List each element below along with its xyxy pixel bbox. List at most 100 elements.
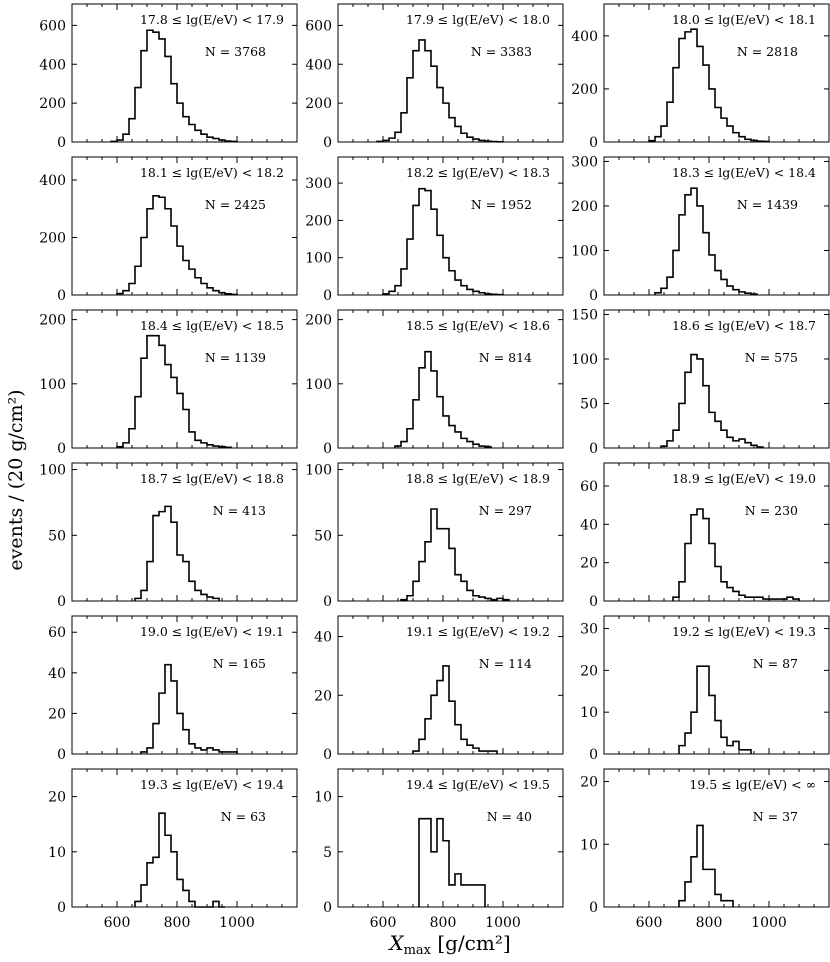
energy-bin-label: 19.5 ≤ lg(E/eV) < ∞ xyxy=(689,777,816,792)
panel-frame xyxy=(71,156,298,296)
histogram-steps xyxy=(110,29,238,143)
histogram-panel: 0 20 40 60 18.9 ≤ lg(E/eV) < 19.0 N = 230 xyxy=(580,462,830,610)
panel-frame xyxy=(71,768,298,908)
y-tick-label: 20 xyxy=(580,775,598,791)
y-tick-label: 20 xyxy=(580,663,598,679)
y-tick-label: 50 xyxy=(314,528,332,544)
histogram-steps xyxy=(140,663,238,754)
y-tick-label: 200 xyxy=(305,213,332,229)
histogram-panel: 0 20 40 19.1 ≤ lg(E/eV) < 19.2 N = 114 xyxy=(314,615,564,763)
event-count-label: N = 814 xyxy=(479,350,532,365)
y-tick-label: 0 xyxy=(323,135,332,151)
y-tick-label: 200 xyxy=(305,96,332,112)
y-tick-label: 400 xyxy=(305,57,332,73)
y-tick-label: 20 xyxy=(314,688,332,704)
y-tick-label: 50 xyxy=(580,396,598,412)
histogram-panel: 0 100 200 300 18.2 ≤ lg(E/eV) < 18.3 N = 1952 xyxy=(305,156,564,304)
y-tick-label: 60 xyxy=(48,625,66,641)
energy-bin-label: 19.1 ≤ lg(E/eV) < 19.2 xyxy=(406,624,550,639)
energy-bin-label: 19.2 ≤ lg(E/eV) < 19.3 xyxy=(672,624,816,639)
y-tick-label: 0 xyxy=(57,900,66,916)
event-count-label: N = 114 xyxy=(479,656,532,671)
event-count-label: N = 87 xyxy=(753,656,798,671)
energy-bin-label: 18.3 ≤ lg(E/eV) < 18.4 xyxy=(672,165,816,180)
histogram-panel: 0 200 400 600 17.8 ≤ lg(E/eV) < 17.9 N = 3768 xyxy=(39,3,298,151)
energy-bin-label: 18.0 ≤ lg(E/eV) < 18.1 xyxy=(672,12,816,27)
event-count-label: N = 3768 xyxy=(205,44,266,59)
histogram-steps xyxy=(654,187,758,295)
histogram-steps xyxy=(382,187,504,296)
y-tick-label: 0 xyxy=(57,594,66,610)
energy-bin-label: 17.9 ≤ lg(E/eV) < 18.0 xyxy=(406,12,550,27)
x-tick-label: 1000 xyxy=(751,915,787,931)
histogram-steps xyxy=(394,350,492,448)
y-tick-label: 0 xyxy=(589,594,598,610)
histogram-steps xyxy=(400,508,510,601)
y-tick-label: 200 xyxy=(39,231,66,247)
panel-frame xyxy=(337,462,564,602)
histogram-steps xyxy=(418,817,486,907)
energy-bin-label: 19.3 ≤ lg(E/eV) < 19.4 xyxy=(140,777,284,792)
y-tick-label: 200 xyxy=(39,96,66,112)
histogram-panel: 0 20 40 60 19.0 ≤ lg(E/eV) < 19.1 N = 165 xyxy=(48,615,298,763)
energy-bin-label: 18.6 ≤ lg(E/eV) < 18.7 xyxy=(672,318,816,333)
panel-frame xyxy=(71,309,298,449)
histogram-steps xyxy=(672,508,800,601)
histogram-steps xyxy=(116,334,232,449)
y-tick-label: 100 xyxy=(571,243,598,259)
event-count-label: N = 165 xyxy=(213,656,266,671)
y-tick-label: 10 xyxy=(580,837,598,853)
event-count-label: N = 1139 xyxy=(205,350,266,365)
energy-bin-label: 18.4 ≤ lg(E/eV) < 18.5 xyxy=(140,318,284,333)
histogram-panel: 0 50 100 18.8 ≤ lg(E/eV) < 18.9 N = 297 xyxy=(305,462,564,610)
panel-frame xyxy=(603,768,830,908)
histogram-steps xyxy=(134,505,220,601)
y-tick-label: 0 xyxy=(323,441,332,457)
panel-frame xyxy=(337,3,564,143)
y-tick-label: 10 xyxy=(314,790,332,806)
energy-bin-label: 18.9 ≤ lg(E/eV) < 19.0 xyxy=(672,471,816,486)
event-count-label: N = 230 xyxy=(745,503,798,518)
event-count-label: N = 413 xyxy=(213,503,266,518)
histogram-steps xyxy=(134,812,225,908)
y-tick-label: 0 xyxy=(323,594,332,610)
y-tick-label: 0 xyxy=(57,747,66,763)
y-tick-label: 200 xyxy=(571,82,598,98)
y-tick-label: 0 xyxy=(57,288,66,304)
x-axis-label-sub: max xyxy=(404,943,432,958)
histogram-steps xyxy=(678,665,752,754)
histogram-panel: 0 200 400 600 17.9 ≤ lg(E/eV) < 18.0 N = 3383 xyxy=(305,3,564,151)
histogram-panel: 0 10 20 600 800 1000 19.5 ≤ lg(E/eV) < ∞ N = 37 xyxy=(580,768,830,931)
histogram-panel: 0 100 200 18.5 ≤ lg(E/eV) < 18.6 N = 814 xyxy=(305,309,564,457)
panel-frame xyxy=(71,3,298,143)
histogram-panel: 0 50 100 150 18.6 ≤ lg(E/eV) < 18.7 N = 575 xyxy=(571,307,830,457)
y-tick-label: 20 xyxy=(48,790,66,806)
histogram-panel: 0 10 20 30 19.2 ≤ lg(E/eV) < 19.3 N = 87 xyxy=(580,615,830,763)
x-tick-label: 800 xyxy=(696,915,723,931)
histogram-steps xyxy=(376,39,504,143)
histogram-panel: 0 200 400 18.1 ≤ lg(E/eV) < 18.2 N = 2425 xyxy=(39,156,298,304)
panel-frame xyxy=(337,309,564,449)
y-tick-label: 200 xyxy=(571,199,598,215)
y-tick-label: 100 xyxy=(571,352,598,368)
y-tick-label: 40 xyxy=(314,630,332,646)
y-tick-label: 300 xyxy=(305,176,332,192)
event-count-label: N = 297 xyxy=(479,503,532,518)
y-tick-label: 300 xyxy=(571,154,598,170)
y-tick-label: 100 xyxy=(305,463,332,479)
y-tick-label: 200 xyxy=(305,313,332,329)
histogram-steps xyxy=(660,353,764,448)
y-axis-label: events / (20 g/cm²) xyxy=(5,389,27,570)
energy-bin-label: 18.5 ≤ lg(E/eV) < 18.6 xyxy=(406,318,550,333)
panel-frame xyxy=(603,156,830,296)
x-tick-label: 1000 xyxy=(219,915,255,931)
x-tick-label: 800 xyxy=(430,915,457,931)
y-tick-label: 20 xyxy=(580,556,598,572)
event-count-label: N = 575 xyxy=(745,350,798,365)
histogram-steps xyxy=(412,665,498,754)
panel-frame xyxy=(71,615,298,755)
histogram-steps xyxy=(678,824,734,907)
event-count-label: N = 37 xyxy=(753,809,798,824)
